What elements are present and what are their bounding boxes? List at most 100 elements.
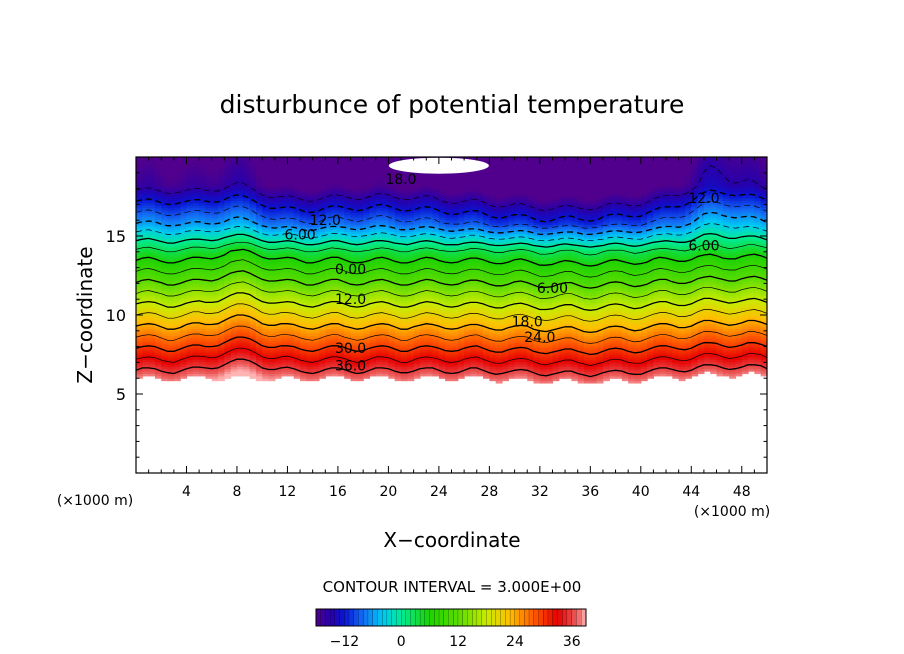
field-cell <box>451 295 459 299</box>
field-cell <box>464 273 472 277</box>
field-cell <box>451 333 459 337</box>
field-cell <box>236 299 244 303</box>
field-cell <box>451 378 459 382</box>
field-cell <box>716 352 724 356</box>
field-cell <box>192 295 200 299</box>
field-cell <box>369 328 377 332</box>
field-cell <box>678 361 686 365</box>
field-cell <box>369 276 377 280</box>
field-cell <box>470 328 478 332</box>
field-cell <box>539 302 547 306</box>
field-cell <box>552 323 560 327</box>
field-cell <box>438 314 446 318</box>
field-cell <box>539 326 547 330</box>
field-cell <box>596 368 604 372</box>
field-cell <box>369 295 377 299</box>
field-cell <box>306 273 314 277</box>
field-cell <box>558 345 566 348</box>
field-cell <box>268 347 276 351</box>
field-cell <box>729 269 737 273</box>
field-cell <box>325 307 333 311</box>
field-cell <box>173 264 181 268</box>
field-cell <box>148 309 156 313</box>
field-cell <box>697 273 705 277</box>
field-cell <box>602 311 610 315</box>
field-cell <box>331 262 339 266</box>
field-cell <box>161 295 169 299</box>
field-cell <box>426 373 434 377</box>
field-cell <box>300 316 307 320</box>
field-cell <box>634 342 642 346</box>
field-cell <box>754 281 762 284</box>
field-cell <box>672 366 680 370</box>
field-cell <box>262 349 270 353</box>
field-cell <box>293 321 301 325</box>
field-cell <box>584 340 591 344</box>
field-cell <box>621 378 629 382</box>
field-cell <box>293 262 301 266</box>
field-cell <box>672 345 680 348</box>
field-cell <box>691 309 699 313</box>
field-cell <box>287 326 295 330</box>
field-cell <box>634 290 642 294</box>
field-cell <box>300 283 307 287</box>
field-cell <box>501 271 509 275</box>
field-cell <box>653 354 661 358</box>
field-cell <box>148 314 156 318</box>
field-cell <box>571 273 579 277</box>
field-cell <box>552 340 560 344</box>
field-cell <box>754 354 762 358</box>
field-cell <box>281 335 289 339</box>
field-cell <box>748 349 755 353</box>
field-cell <box>344 307 352 311</box>
field-cell <box>684 278 692 282</box>
field-cell <box>394 266 402 270</box>
field-cell <box>716 311 724 315</box>
field-cell <box>470 262 478 266</box>
field-cell <box>407 363 415 367</box>
field-cell <box>287 373 295 377</box>
field-cell <box>274 266 282 270</box>
field-cell <box>501 288 509 292</box>
field-cell <box>659 311 667 315</box>
field-cell <box>401 314 408 318</box>
field-cell <box>173 335 181 339</box>
field-cell <box>653 333 661 337</box>
field-cell <box>634 314 642 318</box>
field-cell <box>224 276 232 280</box>
field-cell <box>180 292 188 296</box>
field-cell <box>508 311 516 315</box>
field-cell <box>634 311 642 315</box>
field-cell <box>678 281 686 284</box>
field-cell <box>514 271 522 275</box>
field-cell <box>552 278 560 282</box>
field-cell <box>476 318 484 322</box>
field-cell <box>590 323 598 327</box>
field-cell <box>350 321 358 325</box>
field-cell <box>325 273 333 277</box>
field-cell <box>337 269 345 273</box>
field-cell <box>558 288 566 292</box>
field-cell <box>565 273 572 277</box>
field-cell <box>748 323 755 327</box>
field-cell <box>243 290 251 294</box>
field-cell <box>375 361 383 365</box>
field-cell <box>419 259 427 263</box>
field-cell <box>634 375 642 379</box>
field-cell <box>451 278 459 282</box>
field-cell <box>167 264 175 268</box>
field-cell <box>180 352 188 356</box>
field-cell <box>350 356 358 360</box>
field-cell <box>363 283 371 287</box>
field-cell <box>621 359 629 363</box>
field-cell <box>394 281 402 284</box>
field-cell <box>483 356 490 360</box>
field-cell <box>722 335 730 339</box>
field-cell <box>268 328 276 332</box>
field-cell <box>388 371 396 375</box>
field-cell <box>401 276 408 280</box>
field-cell <box>729 342 737 346</box>
field-cell <box>520 316 528 320</box>
field-cell <box>142 297 150 301</box>
field-cell <box>647 299 655 303</box>
